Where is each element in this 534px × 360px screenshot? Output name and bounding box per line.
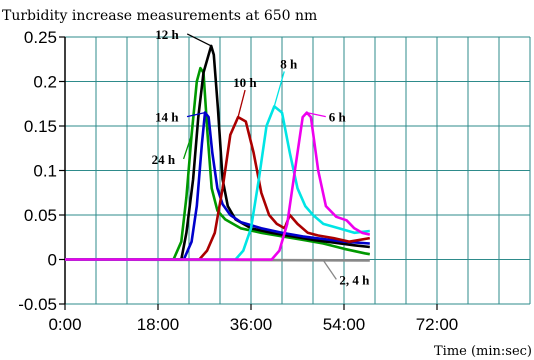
- series-line-12-h: [65, 44, 370, 261]
- annotation-14-h: 14 h: [155, 110, 179, 125]
- annotation-leader-2-4-h: [322, 260, 337, 280]
- annotation-8-h: 8 h: [280, 56, 298, 71]
- y-tick-label: 0: [48, 251, 57, 270]
- annotation-leader-24-h: [182, 134, 193, 160]
- annotation-10-h: 10 h: [233, 75, 257, 90]
- annotation-24-h: 24 h: [152, 152, 176, 167]
- y-tick-label: 0.1: [33, 162, 57, 181]
- annotation-6-h: 6 h: [329, 110, 347, 125]
- series-line-6-h: [65, 111, 371, 261]
- x-axis-ticks: 0:00 18:00 36:00 54:00 72:00: [48, 304, 458, 334]
- x-axis-label: Time (min:sec): [434, 344, 532, 359]
- annotation-leader-6-h: [306, 112, 326, 118]
- x-tick-label: 0:00: [48, 315, 81, 334]
- series-lines: [64, 44, 371, 262]
- series-line-8-h: [65, 105, 370, 261]
- annotation-leader-10-h: [237, 89, 246, 118]
- y-tick-label: 0.05: [24, 206, 57, 225]
- annotation-12-h: 12 h: [155, 27, 179, 42]
- x-tick-label: 54:00: [323, 315, 366, 334]
- annotation-leader-8-h: [273, 71, 285, 107]
- x-tick-label: 72:00: [416, 315, 459, 334]
- grid: [64, 36, 531, 305]
- annotation-leader-14-h: [186, 112, 206, 118]
- annotation-2-4-h: 2, 4 h: [339, 272, 370, 287]
- x-tick-label: 36:00: [230, 315, 273, 334]
- y-tick-label: 0.25: [24, 28, 57, 47]
- annotation-leader-12-h: [186, 33, 212, 47]
- y-tick-label: 0.2: [33, 73, 57, 92]
- x-tick-label: 18:00: [137, 315, 180, 334]
- series-line-10-h: [65, 115, 371, 261]
- y-tick-label: -0.05: [18, 295, 57, 314]
- y-tick-label: 0.15: [24, 117, 57, 136]
- series-line-24-h: [65, 66, 371, 261]
- series-annotations: 12 h 10 h 8 h 6 h 14 h 24 h 2, 4 h: [152, 27, 371, 287]
- chart-title: Turbidity increase measurements at 650 n…: [2, 8, 317, 24]
- y-axis-ticks: -0.05 0 0.05 0.1 0.15 0.2 0.25: [18, 28, 65, 314]
